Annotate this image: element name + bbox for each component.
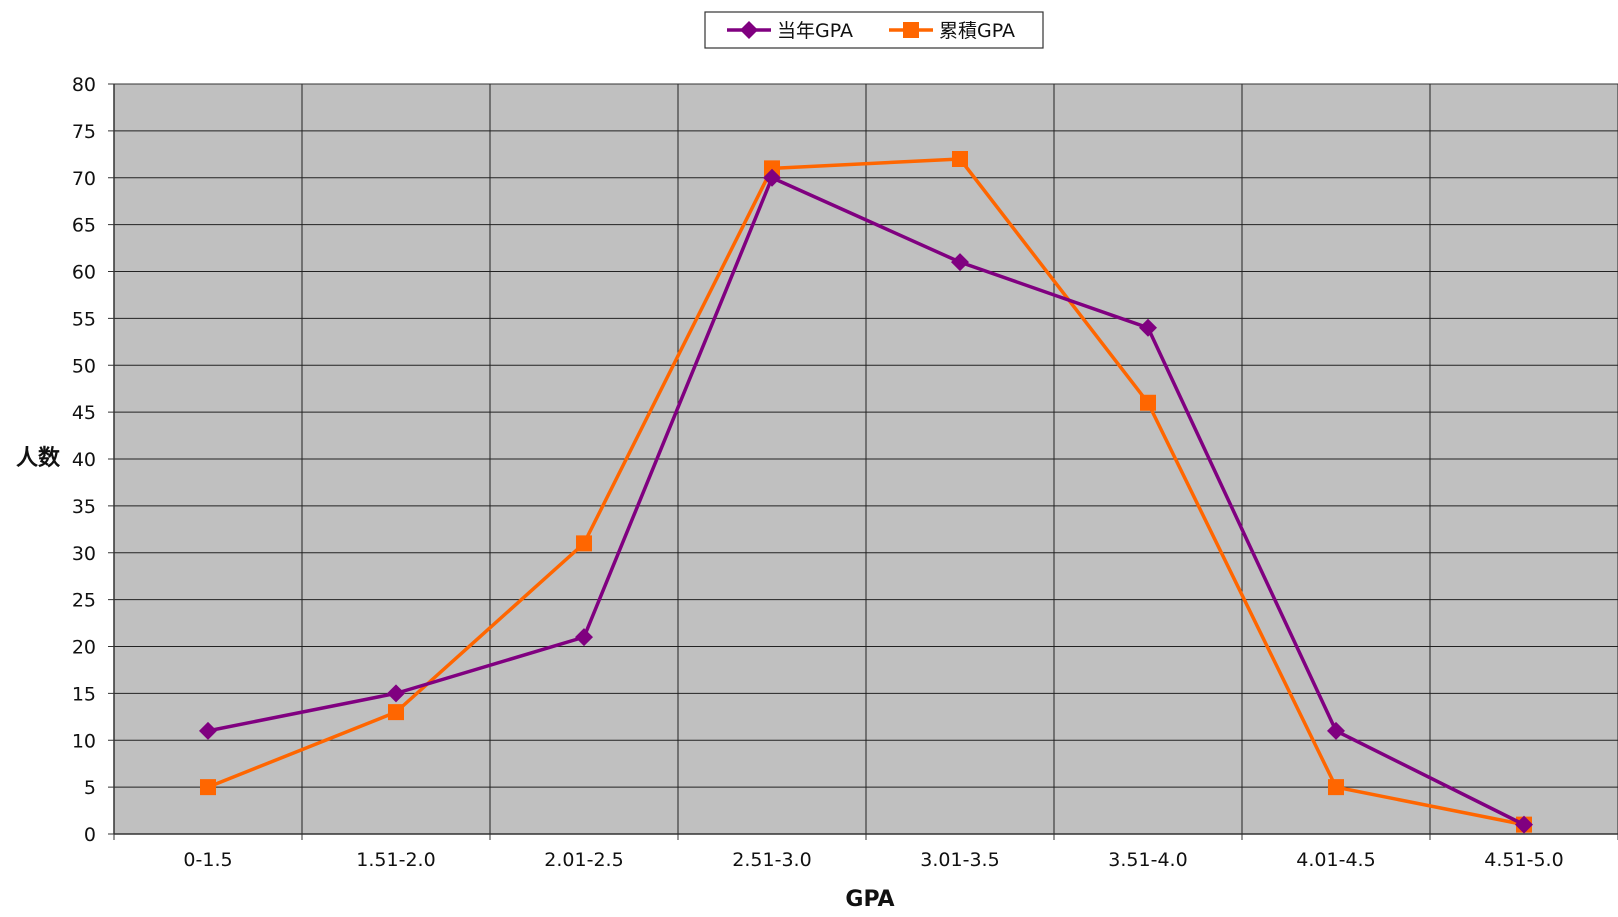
x-axis-label: GPA (845, 887, 894, 912)
y-tick-label: 55 (72, 308, 96, 330)
data-point (763, 168, 781, 187)
x-tick-label: 2.51-3.0 (732, 849, 811, 871)
series-line (207, 176, 1525, 827)
data-point (199, 721, 217, 740)
y-tick-label: 10 (72, 730, 96, 752)
data-point (200, 779, 216, 796)
legend-marker (740, 21, 758, 39)
x-tick-label: 3.01-3.5 (920, 849, 999, 871)
data-point (387, 684, 405, 703)
data-point (951, 253, 969, 272)
y-tick-label: 35 (72, 496, 96, 518)
y-tick-label: 20 (72, 637, 96, 659)
y-tick-label: 65 (72, 215, 96, 237)
legend-label: 累積GPA (939, 20, 1015, 42)
y-tick-label: 15 (72, 683, 96, 705)
y-tick-label: 70 (72, 168, 96, 190)
y-tick-label: 45 (72, 402, 96, 424)
y-tick-label: 60 (72, 262, 96, 284)
x-tick-label: 1.51-2.0 (356, 849, 435, 871)
data-point (1140, 394, 1156, 411)
data-point (388, 704, 404, 721)
y-tick-label: 0 (84, 824, 96, 846)
series-layer (199, 151, 1533, 834)
y-tick-label: 50 (72, 355, 96, 377)
legend: 当年GPA 累積GPA (704, 11, 1044, 49)
data-point (575, 628, 593, 647)
x-tick-label: 4.01-4.5 (1296, 849, 1375, 871)
y-tick-label: 30 (72, 543, 96, 565)
y-tick-label: 5 (84, 777, 96, 799)
data-point (952, 151, 968, 167)
plot-area (114, 83, 1618, 835)
data-point (1139, 318, 1157, 337)
y-tick-label: 80 (72, 74, 96, 96)
x-axis: 0-1.5 1.51-2.0 2.01-2.5 2.51-3.0 3.01-3.5 3.5… (113, 833, 1618, 871)
legend-label: 当年GPA (777, 20, 853, 42)
data-point (1515, 815, 1533, 834)
x-tick-label: 3.51-4.0 (1108, 849, 1187, 871)
x-tick-label: 2.01-2.5 (544, 849, 623, 871)
data-point (764, 160, 780, 177)
data-point (576, 535, 592, 552)
data-point (1328, 779, 1344, 796)
legend-marker (903, 22, 919, 38)
y-tick-label: 75 (72, 121, 96, 143)
y-tick-label: 40 (72, 449, 96, 471)
y-axis-label: 人数 (16, 445, 61, 471)
series-1 (199, 168, 1533, 834)
x-tick-label: 4.51-5.0 (1484, 849, 1563, 871)
y-tick-label: 25 (72, 590, 96, 612)
x-tick-label: 0-1.5 (183, 849, 232, 871)
y-axis: 0 5 10 15 20 25 30 35 40 45 50 55 60 65 70 75 80 (72, 74, 115, 846)
data-point (1327, 721, 1345, 740)
